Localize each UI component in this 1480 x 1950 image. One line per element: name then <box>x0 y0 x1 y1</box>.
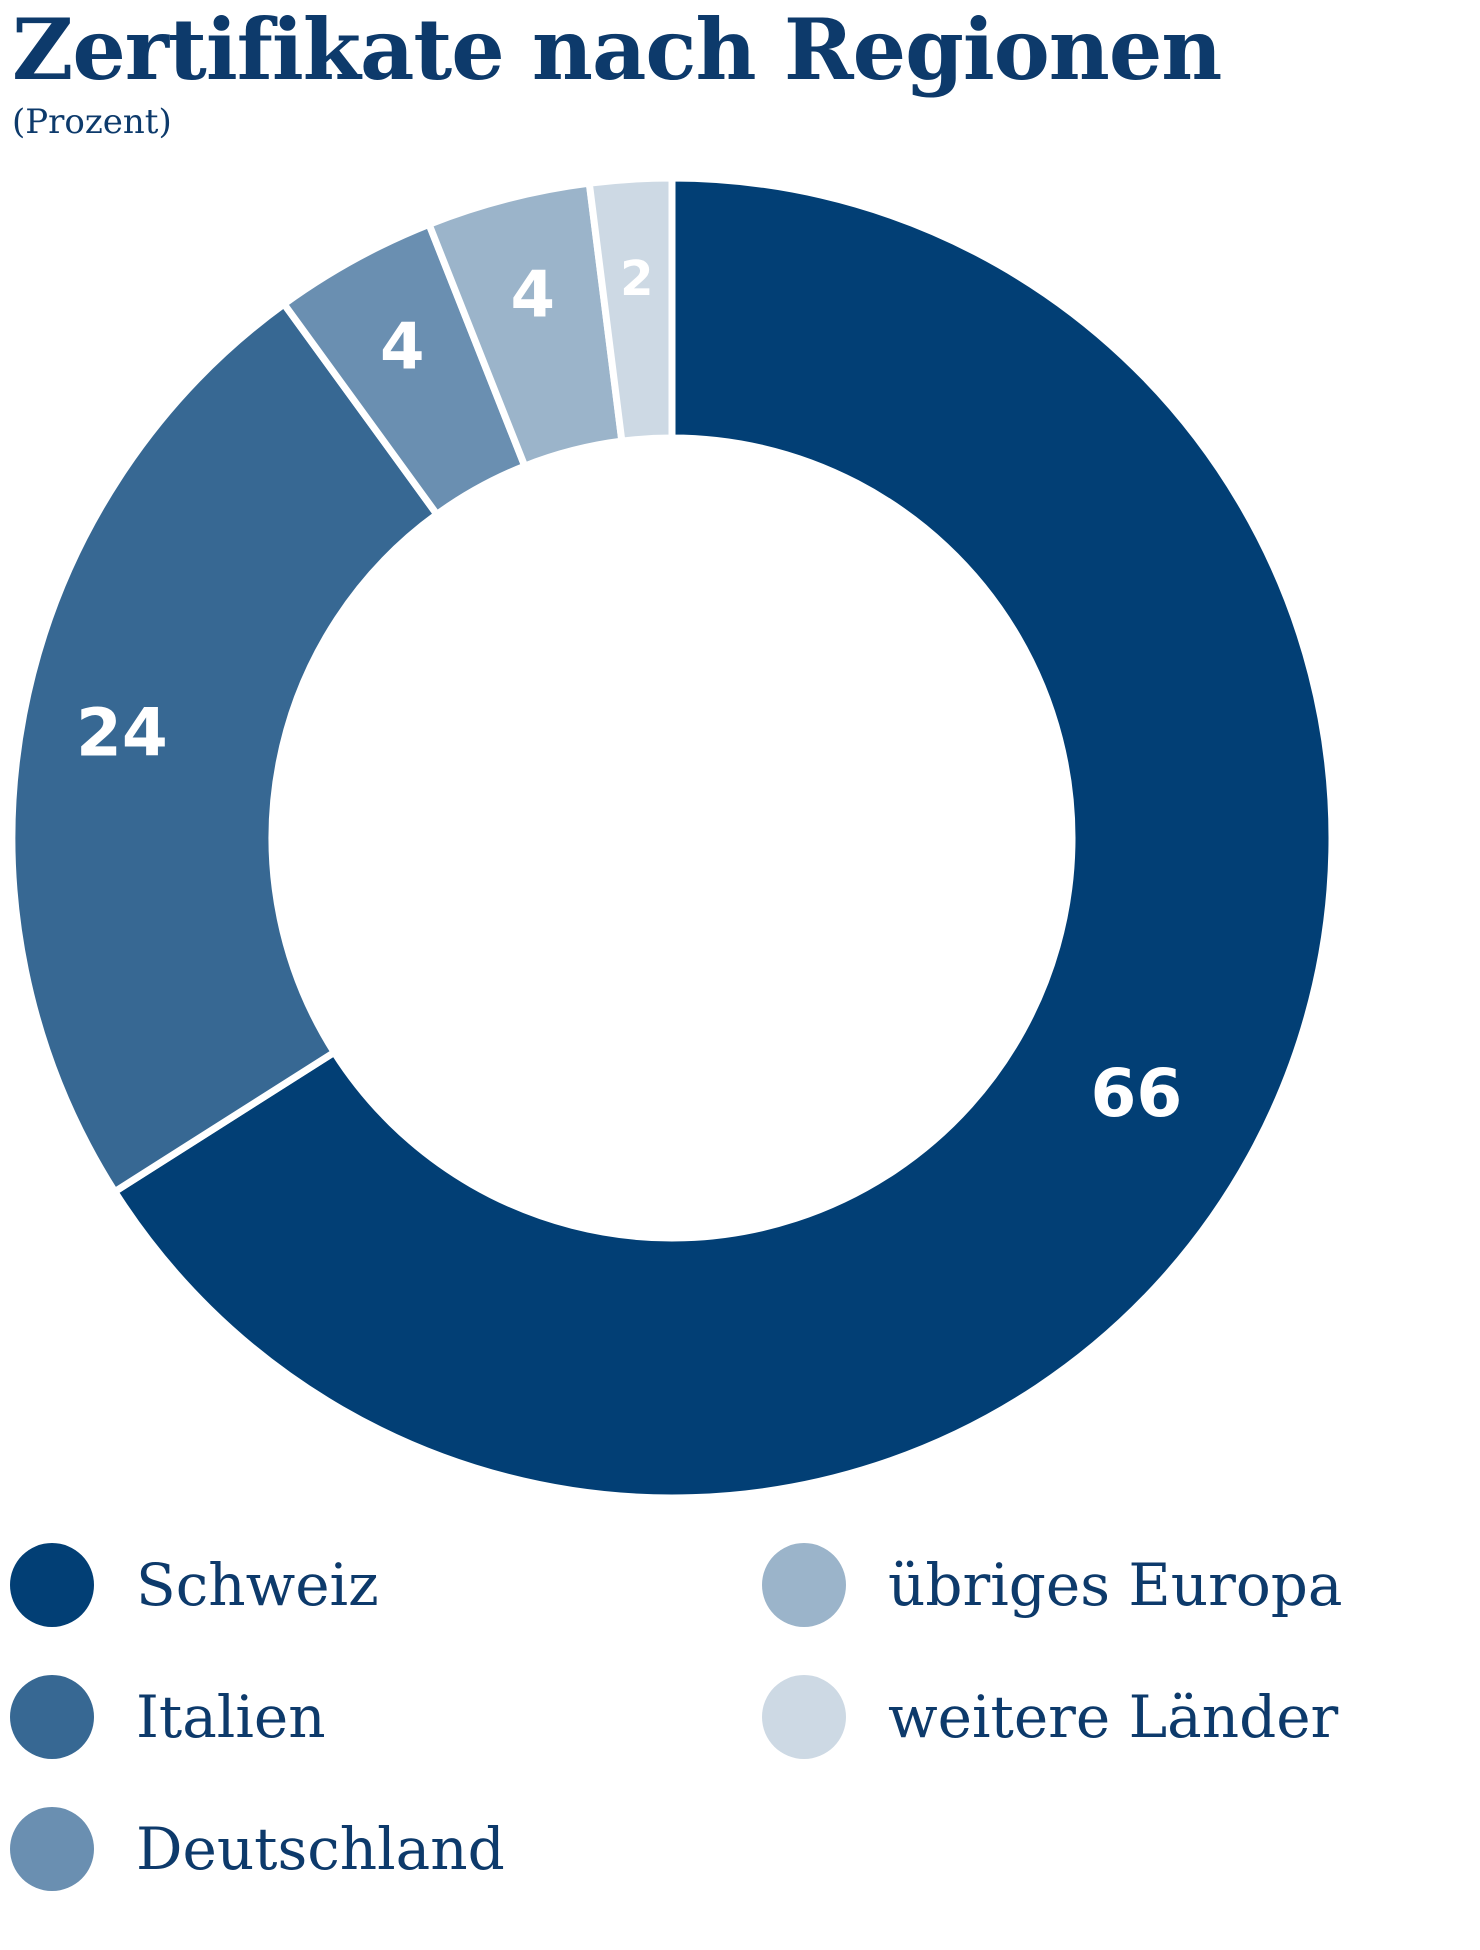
value-label-uebriges-europa: 4 <box>510 259 555 333</box>
legend-item-uebriges-europa: übriges Europa <box>762 1540 1342 1630</box>
chart-subtitle: (Prozent) <box>12 102 172 142</box>
legend-swatch <box>10 1807 94 1891</box>
legend: Schweiz Italien Deutschland übriges Europa w… <box>10 1540 1470 1940</box>
donut-chart: 66 24 4 4 2 <box>8 174 1336 1502</box>
slice-schweiz <box>109 174 1336 1502</box>
legend-swatch <box>10 1543 94 1627</box>
legend-label: Deutschland <box>136 1815 505 1883</box>
value-label-schweiz: 66 <box>1091 1055 1183 1132</box>
slice-weitere-laender <box>585 174 676 446</box>
legend-swatch <box>762 1543 846 1627</box>
legend-swatch <box>10 1675 94 1759</box>
legend-label: weitere Länder <box>888 1683 1339 1751</box>
value-label-weitere-laender: 2 <box>620 251 653 307</box>
slice-italien <box>8 299 442 1197</box>
legend-item-weitere-laender: weitere Länder <box>762 1672 1338 1762</box>
legend-label: Schweiz <box>136 1551 379 1619</box>
legend-label: übriges Europa <box>888 1551 1343 1619</box>
legend-swatch <box>762 1675 846 1759</box>
legend-item-schweiz: Schweiz <box>10 1540 379 1630</box>
legend-label: Italien <box>136 1683 326 1751</box>
value-label-italien: 24 <box>76 695 168 772</box>
legend-item-deutschland: Deutschland <box>10 1804 505 1894</box>
donut-value-labels: 66 24 4 4 2 <box>76 251 1182 1132</box>
value-label-deutschland: 4 <box>380 310 425 384</box>
chart-title: Zertifikate nach Regionen <box>12 0 1222 99</box>
donut-slices <box>8 174 1336 1502</box>
legend-item-italien: Italien <box>10 1672 326 1762</box>
